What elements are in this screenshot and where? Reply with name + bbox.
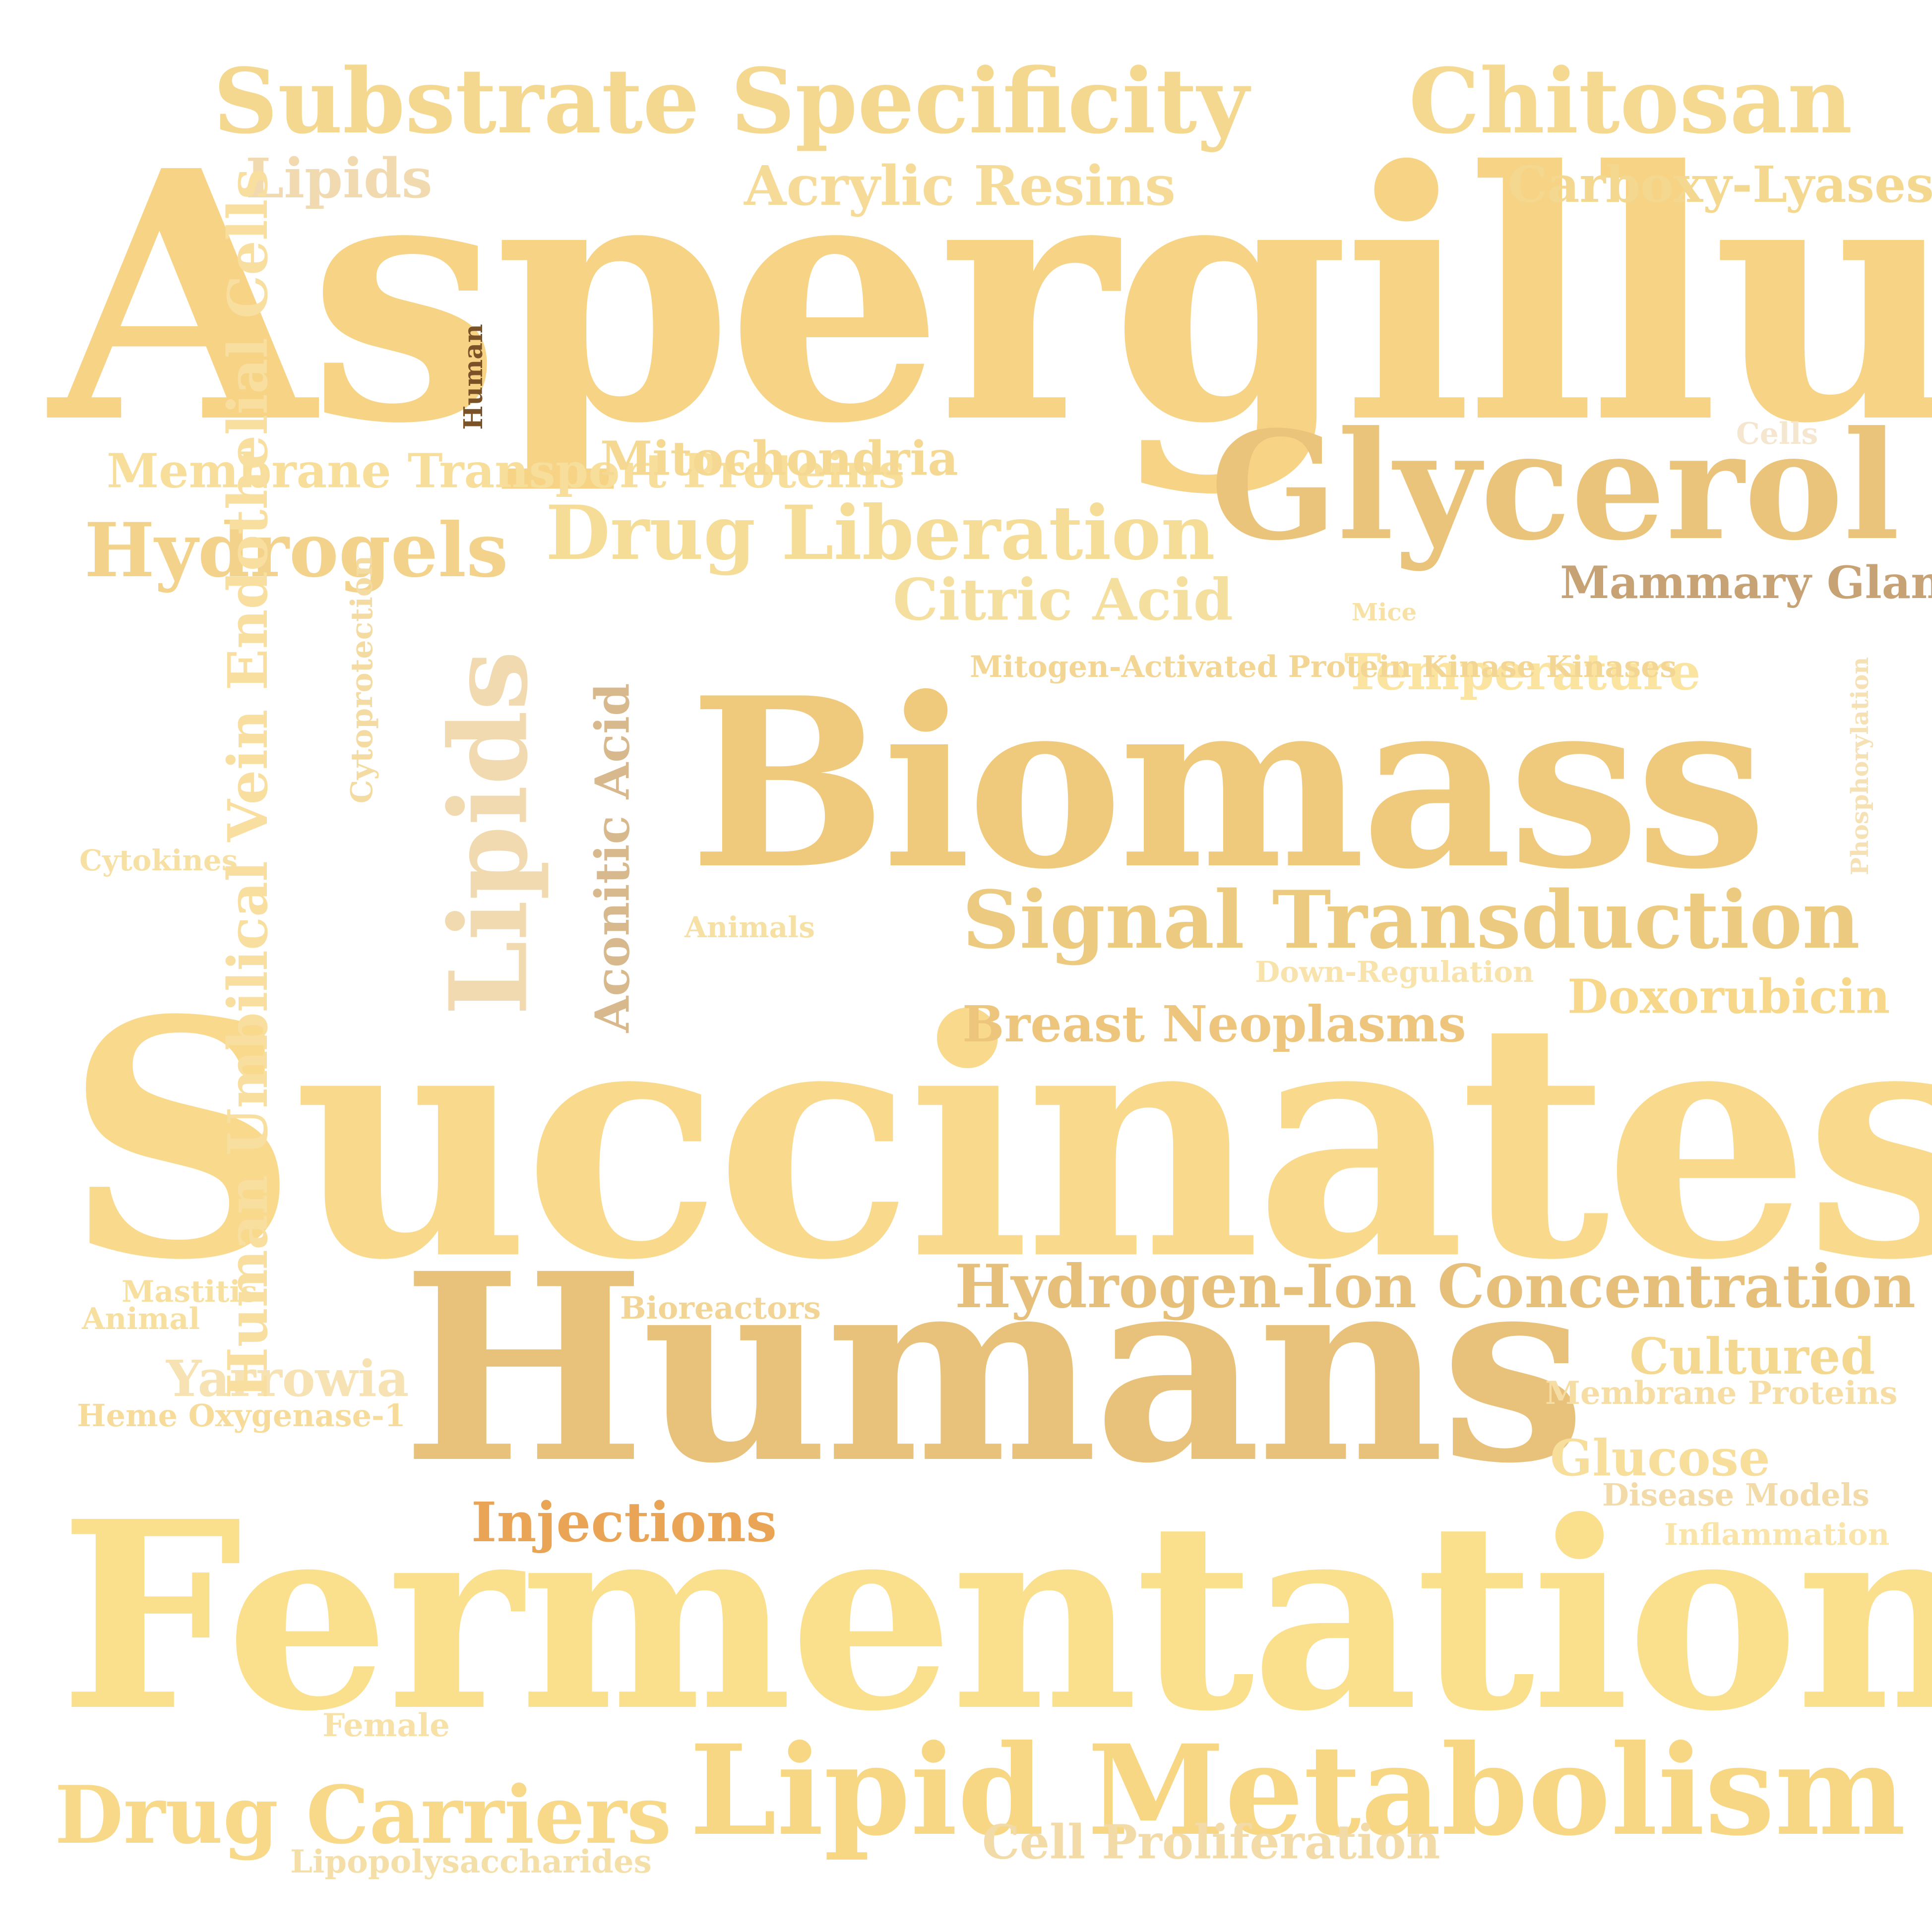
word-animals: Down-Regulation <box>1255 955 1534 989</box>
word-injections: Doxorubicin <box>1567 969 1890 1025</box>
word-citric-acid: Carboxy-Lyases <box>1508 155 1932 214</box>
word-lipid-metabolism: Lipid Metabolism <box>689 1717 1906 1863</box>
word-lipids: Lipids <box>426 650 552 1016</box>
word-phosphorylation: Human <box>458 324 489 430</box>
word-inflammation: Disease Models <box>1602 1477 1870 1513</box>
word-heme-oxygenase-1: Animal <box>82 1302 200 1336</box>
word-acrylic-resins: Lipids <box>246 146 433 210</box>
word-drug-liberation: Drug Liberation <box>546 489 1215 577</box>
word-aspergillus: Aspergillus <box>50 96 1932 498</box>
word-cytoprotection: Aconitic Acid <box>585 683 640 1033</box>
word-mastitis: Cytokines <box>79 844 238 877</box>
word-human: Cytoprotection <box>345 555 379 804</box>
word-signal-transduction: Signal Transduction <box>962 873 1860 966</box>
word-hydrogels: Hydrogels <box>84 507 508 594</box>
word-yarrowia: Mitochondria <box>600 431 958 486</box>
word-membrane-proteins: Heme Oxygenase-1 <box>77 1397 406 1434</box>
word-drug-carriers: Drug Carriers <box>55 1768 672 1862</box>
word-cultured: Yarrowia <box>166 1349 409 1408</box>
word-mapk-kinases: Mice <box>1352 599 1417 626</box>
word-bioreactors: Glucose <box>1550 1429 1770 1487</box>
word-humans: Humans <box>402 1217 1586 1520</box>
word-glucose: Cultured <box>1629 1327 1875 1386</box>
word-membrane-transport-proteins: Cell Proliferation <box>982 1814 1440 1870</box>
word-huvec: Lipopolysaccharides <box>290 1843 652 1880</box>
word-glycerol: Glycerol <box>1210 398 1900 573</box>
word-female: Inflammation <box>1664 1517 1890 1552</box>
word-lipopolysaccharides: Female <box>322 1707 450 1744</box>
word-cell-proliferation: Injections <box>471 1490 777 1554</box>
word-hydrogen-ion-concentration: Hydrogen-Ion Concentration <box>955 1252 1916 1322</box>
word-breast-neoplasms: Temperature <box>1344 643 1701 701</box>
word-mice: Cells <box>1736 417 1818 451</box>
word-carboxy-lyases: Acrylic Resins <box>744 154 1176 218</box>
word-protective-agents: Phosphorylation <box>1846 657 1874 876</box>
word-mammary-glands: Bioreactors <box>620 1290 821 1326</box>
word-chitosan: Chitosan <box>1409 49 1853 154</box>
word-cytokines: Animals <box>685 910 815 944</box>
word-down-regulation: Mitogen-Activated Protein Kinase Kinases <box>970 650 1677 684</box>
word-biomass: Biomass <box>689 647 1767 920</box>
word-succinates: Succinates <box>64 950 1932 1331</box>
word-aconitic-acid: Human Umbilical Vein Endothelial Cells <box>216 168 280 1399</box>
word-mitochondria: Membrane Transport Proteins <box>107 443 905 499</box>
word-disease-models: Membrane Proteins <box>1545 1375 1898 1412</box>
word-doxorubicin: Breast Neoplasms <box>962 995 1466 1053</box>
word-temperature: Citric Acid <box>893 566 1234 634</box>
word-cells: Mammary Glands <box>1560 556 1932 609</box>
word-fermentation: Fermentation <box>60 1465 1932 1768</box>
word-substrate-specificity: Substrate Specificity <box>213 49 1249 154</box>
word-animal: Mastitis <box>122 1274 257 1309</box>
